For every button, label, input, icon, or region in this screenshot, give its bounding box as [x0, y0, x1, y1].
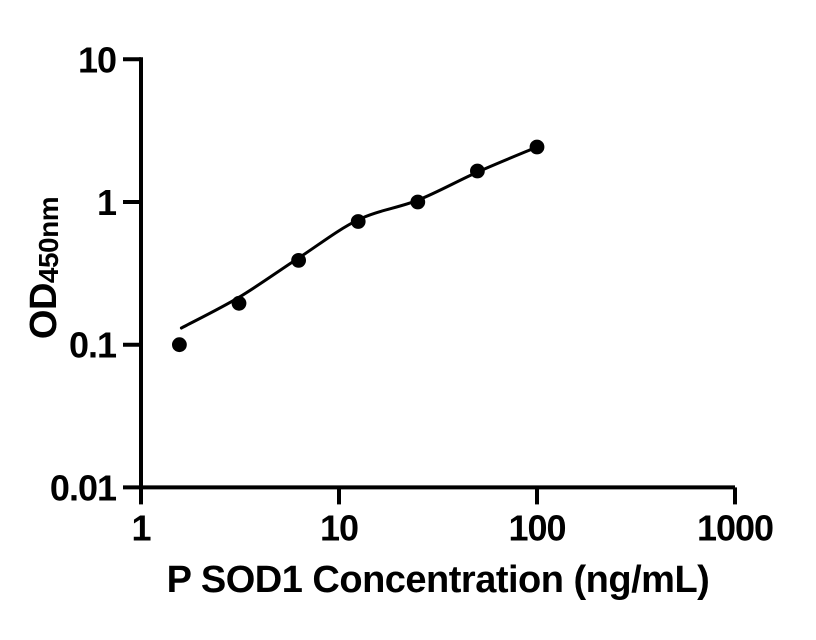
- x-tick-label: 100: [508, 507, 565, 548]
- y-axis-title-main: OD: [23, 283, 65, 339]
- x-tick-label: 10: [320, 507, 358, 548]
- y-tick-label: 0.01: [50, 467, 117, 508]
- axes-layer: [139, 57, 735, 490]
- x-tick-label: 1: [131, 507, 151, 548]
- y-tick-label: 1: [97, 182, 117, 223]
- x-axis-title: P SOD1 Concentration (ng/mL): [167, 559, 710, 601]
- y-axis-title-sub: 450nm: [33, 197, 64, 283]
- data-point: [231, 295, 247, 311]
- data-point: [410, 194, 426, 210]
- tick-labels-layer: 10 1 0.1 0.01 1 10 100 1000: [50, 39, 774, 548]
- data-point: [291, 253, 306, 268]
- ticks-layer: [123, 57, 737, 505]
- x-tick-label: 1000: [697, 507, 773, 548]
- series-layer: [172, 139, 545, 353]
- y-tick-label: 0.1: [69, 325, 117, 366]
- data-point: [470, 163, 485, 179]
- data-point: [529, 139, 545, 155]
- y-tick-label: 10: [78, 39, 116, 80]
- data-point: [172, 337, 187, 353]
- y-axis-title: OD450nm: [23, 197, 65, 339]
- data-point: [350, 214, 366, 229]
